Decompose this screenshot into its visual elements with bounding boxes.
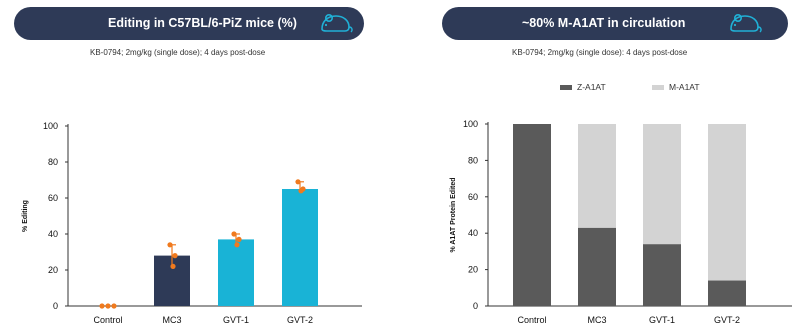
y-axis-label: % Editing (22, 200, 29, 232)
bar-m-a1at-gvt-2 (708, 124, 746, 281)
x-tick-label-gvt-1: GVT-1 (649, 315, 675, 325)
editing-bar-chart: 0 20 40 60 80 100 % Editing Control MC3 GVT-1 GVT-… (22, 121, 362, 325)
y-axis-label: % A1AT Protein Edited (450, 177, 457, 252)
y-tick-label: 60 (468, 192, 478, 202)
editing-title-banner: Editing in C57BL/6-PiZ mice (%) (14, 7, 364, 40)
x-tick-label-control: Control (93, 315, 122, 325)
data-point-gvt-2 (295, 179, 301, 185)
data-point-gvt-1 (231, 231, 237, 237)
editing-chart-title: Editing in C57BL/6-PiZ mice (%) (108, 16, 297, 30)
data-point-control (111, 303, 117, 309)
mouse-icon (730, 13, 762, 33)
data-point-mc3 (170, 263, 176, 269)
y-tick-label: 0 (473, 301, 478, 311)
circulation-chart-title: ~80% M-A1AT in circulation (522, 16, 686, 30)
x-tick-label-mc3: MC3 (587, 315, 606, 325)
y-tick-label: 40 (468, 228, 478, 238)
editing-panel: Editing in C57BL/6-PiZ mice (%) KB-0794;… (0, 0, 390, 332)
bar-m-a1at-gvt-1 (643, 124, 681, 245)
y-tick-label: 0 (53, 301, 58, 311)
y-tick-label: 60 (48, 193, 58, 203)
data-point-gvt-1 (236, 236, 242, 242)
data-point-control (99, 303, 105, 309)
y-tick-label: 20 (468, 265, 478, 275)
y-tick-label: 40 (48, 229, 58, 239)
y-tick-label: 80 (48, 157, 58, 167)
x-tick-label-gvt-2: GVT-2 (287, 315, 313, 325)
legend-label-m-a1at: M-A1AT (669, 82, 700, 92)
y-tick-label: 20 (48, 265, 58, 275)
x-tick-label-gvt-2: GVT-2 (714, 315, 740, 325)
legend-label-z-a1at: Z-A1AT (577, 82, 606, 92)
editing-chart-subtitle: KB-0794; 2mg/kg (single dose); 4 days po… (90, 48, 266, 57)
legend-item-m-a1at: M-A1AT (652, 82, 700, 92)
bar-z-a1at-mc3 (578, 227, 616, 306)
circulation-stacked-bar-chart: 0 20 40 60 80 100 % A1AT Protein Edited Control… (450, 119, 792, 325)
y-tick-label: 100 (463, 119, 478, 129)
data-point-gvt-1 (234, 242, 240, 248)
x-tick-label-control: Control (517, 315, 546, 325)
legend-item-z-a1at: Z-A1AT (560, 82, 606, 92)
mouse-icon (321, 13, 353, 33)
bar-z-a1at-gvt-1 (643, 244, 681, 306)
circulation-chart-subtitle: KB-0794; 2mg/kg (single dose): 4 days po… (512, 48, 688, 57)
legend-swatch-m-a1at (652, 85, 664, 91)
y-tick-label: 100 (43, 121, 58, 131)
x-tick-label-gvt-1: GVT-1 (223, 315, 249, 325)
data-point-gvt-2 (298, 188, 304, 194)
bar-gvt-2 (282, 189, 318, 306)
bar-z-a1at-control (513, 124, 551, 306)
y-tick-label: 80 (468, 155, 478, 165)
data-point-mc3 (167, 242, 173, 248)
data-point-mc3 (172, 253, 178, 259)
legend-swatch-z-a1at (560, 85, 572, 91)
bar-z-a1at-gvt-2 (708, 280, 746, 306)
bar-m-a1at-mc3 (578, 124, 616, 228)
bar-gvt-1 (218, 239, 254, 306)
x-tick-label-mc3: MC3 (162, 315, 181, 325)
data-point-control (105, 303, 111, 309)
circulation-panel: ~80% M-A1AT in circulation KB-0794; 2mg/… (412, 0, 802, 332)
circulation-title-banner: ~80% M-A1AT in circulation (442, 7, 788, 40)
